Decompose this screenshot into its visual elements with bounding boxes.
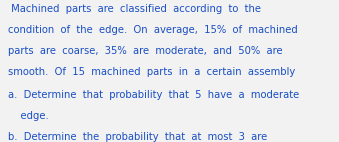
Text: edge.: edge. bbox=[8, 111, 49, 121]
Text: smooth.  Of  15  machined  parts  in  a  certain  assembly: smooth. Of 15 machined parts in a certai… bbox=[8, 67, 296, 77]
Text: b.  Determine  the  probability  that  at  most  3  are: b. Determine the probability that at mos… bbox=[8, 132, 268, 142]
Text: condition  of  the  edge.  On  average,  15%  of  machined: condition of the edge. On average, 15% o… bbox=[8, 25, 298, 35]
Text: parts  are  coarse,  35%  are  moderate,  and  50%  are: parts are coarse, 35% are moderate, and … bbox=[8, 46, 283, 56]
Text: a.  Determine  that  probability  that  5  have  a  moderate: a. Determine that probability that 5 hav… bbox=[8, 90, 300, 100]
Text: Machined  parts  are  classified  according  to  the: Machined parts are classified according … bbox=[8, 4, 261, 14]
